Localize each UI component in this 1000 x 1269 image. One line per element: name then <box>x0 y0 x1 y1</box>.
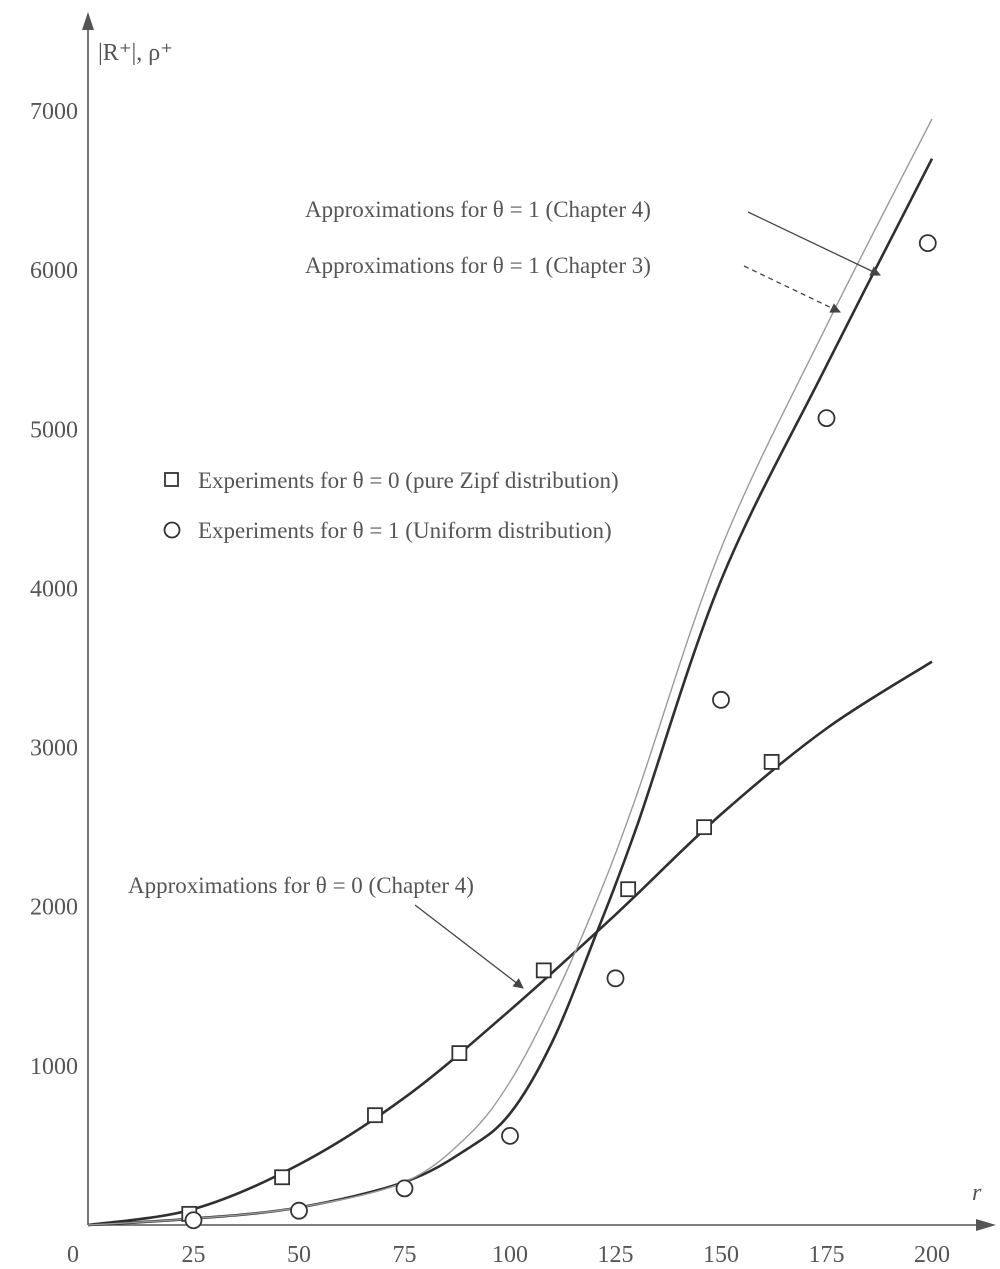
annotation-arrow-theta1-ch4 <box>747 211 881 276</box>
data-point-circle <box>817 409 836 428</box>
series-line-theta1-ch4 <box>87 158 934 1227</box>
x-tick-labels: 0 25 50 75 100 125 150 175 200 <box>67 1242 950 1268</box>
data-point-square <box>274 1169 291 1186</box>
y-tick-label: 4000 <box>30 576 78 602</box>
series-line-theta0-ch4 <box>87 660 933 1227</box>
y-axis-arrow <box>82 12 94 30</box>
data-point-square <box>535 962 552 979</box>
x-axis-arrow <box>976 1219 996 1231</box>
y-tick-label: 7000 <box>30 99 78 125</box>
y-tick-label: 6000 <box>30 258 78 284</box>
x-tick-label: 0 <box>67 1242 79 1268</box>
data-point-circle <box>290 1201 308 1220</box>
x-tick-label: 200 <box>914 1242 950 1268</box>
annotation-theta1-ch4: Approximations for θ = 1 (Chapter 4) <box>305 197 651 222</box>
data-point-square <box>696 819 713 836</box>
data-point-square <box>451 1045 468 1062</box>
x-tick-label: 25 <box>182 1242 206 1268</box>
data-point-square <box>367 1107 383 1124</box>
annotation-arrow-theta1-ch3 <box>743 265 841 313</box>
annotation-theta0-ch4: Approximations for θ = 0 (Chapter 4) <box>128 873 474 898</box>
series-lines <box>87 118 934 1227</box>
y-tick-label: 5000 <box>30 417 78 443</box>
data-point-square <box>763 753 780 770</box>
x-tick-label: 75 <box>393 1242 417 1268</box>
series-markers <box>181 234 937 1230</box>
legend: Experiments for θ = 0 (pure Zipf distrib… <box>163 468 619 543</box>
data-point-circle <box>501 1126 519 1145</box>
annotation-theta1-ch3: Approximations for θ = 1 (Chapter 3) <box>305 253 651 278</box>
x-tick-label: 175 <box>809 1242 845 1268</box>
x-tick-label: 50 <box>287 1242 311 1268</box>
data-point-circle <box>184 1211 203 1230</box>
x-axis-title: r <box>972 1180 982 1206</box>
y-tick-label: 2000 <box>30 895 78 921</box>
legend-square-marker <box>164 472 179 487</box>
x-tick-label: 100 <box>492 1242 528 1268</box>
y-tick-label: 1000 <box>30 1054 78 1080</box>
annotation-arrow-theta0-ch4 <box>414 904 524 989</box>
legend-label-theta1: Experiments for θ = 1 (Uniform distribut… <box>198 518 612 543</box>
annotations: Approximations for θ = 1 (Chapter 4) App… <box>128 197 881 989</box>
y-axis-title: |R⁺|, ρ⁺ <box>98 40 173 66</box>
series-line-theta1-ch3 <box>87 118 933 1226</box>
legend-circle-marker <box>163 521 181 539</box>
data-point-square <box>620 881 637 898</box>
data-point-circle <box>918 234 937 252</box>
y-tick-labels: 1000 2000 3000 4000 5000 6000 7000 <box>30 99 78 1080</box>
data-point-circle <box>395 1179 414 1198</box>
y-tick-label: 3000 <box>30 736 78 762</box>
x-tick-label: 125 <box>598 1242 634 1268</box>
data-point-circle <box>606 969 625 988</box>
data-point-circle <box>712 690 730 709</box>
x-tick-label: 150 <box>703 1242 739 1268</box>
legend-label-theta0: Experiments for θ = 0 (pure Zipf distrib… <box>198 468 619 493</box>
